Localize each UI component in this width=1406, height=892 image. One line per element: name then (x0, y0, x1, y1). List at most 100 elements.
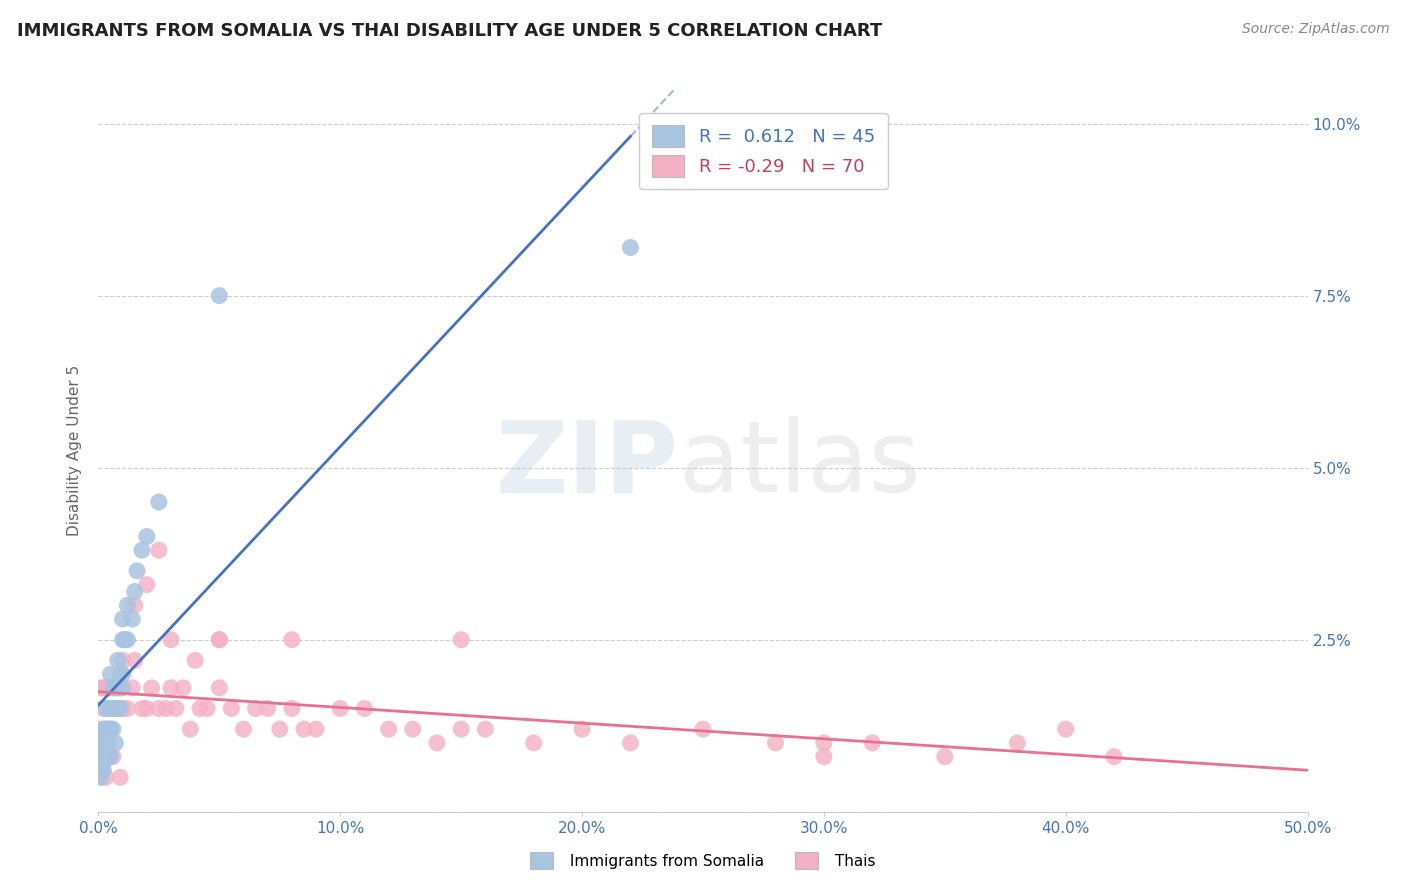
Point (377, 722, 399, 736)
Point (90, 770, 112, 784)
Point (619, 240, 641, 254)
Point (329, 701, 352, 715)
Point (141, 681, 163, 695)
Point (934, 749, 956, 764)
Point (765, 736, 787, 750)
Legend: R =  0.612   N = 45, R = -0.29   N = 70: R = 0.612 N = 45, R = -0.29 N = 70 (640, 112, 887, 189)
Point (97, 681, 120, 695)
Point (450, 632, 472, 647)
Point (101, 701, 124, 715)
Point (426, 736, 449, 750)
Point (101, 681, 124, 695)
Point (91, 722, 114, 736)
Point (160, 681, 183, 695)
Point (100, 722, 122, 736)
Point (860, 736, 883, 750)
Point (114, 632, 136, 647)
Point (94, 770, 117, 784)
Point (135, 529, 157, 543)
Point (221, 701, 243, 715)
Point (124, 599, 146, 613)
Point (121, 612, 143, 626)
Point (117, 632, 139, 647)
Point (101, 701, 124, 715)
Text: Source: ZipAtlas.com: Source: ZipAtlas.com (1241, 22, 1389, 37)
Point (281, 632, 304, 647)
Point (90, 681, 112, 695)
Point (232, 722, 254, 736)
Point (208, 681, 231, 695)
Y-axis label: Disability Age Under 5: Disability Age Under 5 (67, 365, 83, 536)
Point (195, 701, 218, 715)
Point (108, 681, 131, 695)
Point (111, 681, 134, 695)
Point (91, 764, 114, 778)
Point (91, 681, 114, 695)
Point (111, 667, 134, 681)
Point (208, 632, 231, 647)
Point (111, 632, 134, 647)
Text: IMMIGRANTS FROM SOMALIA VS THAI DISABILITY AGE UNDER 5 CORRELATION CHART: IMMIGRANTS FROM SOMALIA VS THAI DISABILI… (17, 22, 882, 40)
Point (91, 736, 114, 750)
Point (100, 681, 122, 695)
Point (172, 681, 194, 695)
Point (135, 577, 157, 591)
Point (94, 749, 117, 764)
Point (121, 681, 143, 695)
Legend:  Immigrants from Somalia,  Thais: Immigrants from Somalia, Thais (524, 846, 882, 875)
Point (305, 722, 328, 736)
Point (111, 612, 134, 626)
Point (692, 722, 714, 736)
Point (155, 701, 177, 715)
Point (104, 681, 127, 695)
Point (94, 701, 117, 715)
Point (148, 701, 170, 715)
Point (100, 722, 122, 736)
Point (281, 701, 304, 715)
Point (813, 736, 835, 750)
Point (402, 722, 425, 736)
Point (108, 667, 131, 681)
Point (619, 736, 641, 750)
Point (117, 599, 139, 613)
Point (100, 749, 122, 764)
Point (94, 736, 117, 750)
Point (813, 749, 835, 764)
Point (97, 749, 120, 764)
Point (292, 722, 315, 736)
Point (94, 722, 117, 736)
Point (107, 681, 129, 695)
Point (97, 701, 120, 715)
Point (184, 653, 207, 667)
Point (148, 543, 170, 558)
Point (104, 736, 127, 750)
Point (90, 722, 112, 736)
Point (101, 722, 124, 736)
Point (107, 701, 129, 715)
Point (1054, 722, 1077, 736)
Point (124, 653, 146, 667)
Point (1007, 736, 1029, 750)
Point (111, 653, 134, 667)
Point (160, 632, 183, 647)
Point (165, 701, 187, 715)
Point (94, 681, 117, 695)
Point (97, 722, 120, 736)
Point (111, 701, 134, 715)
Point (108, 770, 131, 784)
Point (127, 564, 149, 578)
Point (523, 736, 546, 750)
Point (100, 701, 122, 715)
Point (104, 701, 127, 715)
Point (91, 756, 114, 771)
Point (89, 749, 111, 764)
Point (135, 701, 157, 715)
Point (108, 701, 131, 715)
Point (131, 543, 153, 558)
Point (245, 701, 267, 715)
Point (450, 722, 472, 736)
Point (208, 288, 231, 302)
Point (94, 722, 117, 736)
Point (107, 653, 129, 667)
Point (107, 701, 129, 715)
